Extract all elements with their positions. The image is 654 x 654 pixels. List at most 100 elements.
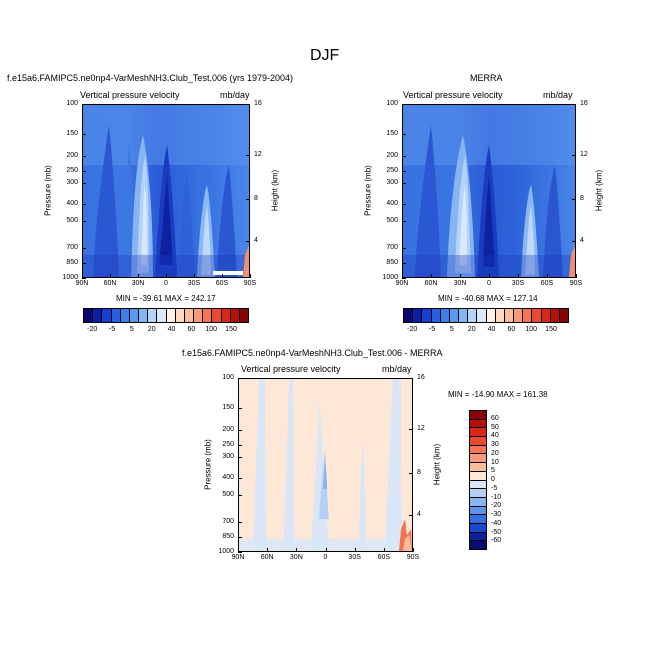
- panel1-y2tick: [246, 198, 250, 200]
- panel3-xtick: [267, 548, 269, 552]
- panel3-ytick-label: 100: [222, 374, 234, 381]
- colorbar-swatch: [102, 309, 112, 322]
- panel1-ytick: [82, 170, 86, 172]
- panel2-colorbar-label: 40: [487, 326, 496, 333]
- panel3-plot: [238, 378, 413, 552]
- panel1-ytick-label: 100: [66, 100, 78, 107]
- panel2-colorbar-label: -20: [407, 326, 418, 333]
- panel3-variable-label: Vertical pressure velocity: [241, 364, 341, 374]
- panel2-ylabel: Pressure (mb): [363, 165, 373, 216]
- panel2-xtick-label: 30S: [511, 280, 525, 287]
- panel1-y2tick: [246, 104, 250, 105]
- colorbar-swatch: [175, 309, 185, 322]
- panel2-ytick: [402, 278, 406, 279]
- colorbar-swatch: [129, 309, 140, 322]
- panel2-y2tick: [572, 104, 576, 105]
- panel1-xtick: [166, 274, 167, 278]
- panel3-ytick: [238, 494, 242, 496]
- panel1-y2label: Height (km): [270, 169, 280, 212]
- panel3-ytick-label: 850: [222, 533, 234, 541]
- panel2-ytick-label: 200: [386, 152, 398, 160]
- panel1-ytick-label: 250: [66, 166, 78, 174]
- colorbar-swatch: [470, 419, 486, 429]
- panel2-ytick: [402, 134, 406, 136]
- panel2-ytick-label: 300: [386, 179, 398, 187]
- panel3-ytick-label: 400: [222, 474, 234, 482]
- panel2-plot: [402, 104, 576, 278]
- panel1-ytick: [82, 104, 86, 105]
- colorbar-swatch: [470, 480, 486, 490]
- panel1-xtick-label: 30S: [187, 280, 201, 287]
- colorbar-swatch: [203, 309, 213, 322]
- panel2-ytick-label: 500: [386, 216, 398, 224]
- panel2-ytick: [402, 247, 406, 249]
- panel1-xtick-label: 60N: [103, 280, 117, 287]
- panel2-y2tick: [572, 198, 576, 200]
- panel3-xtick: [354, 548, 356, 552]
- panel1-plot: [82, 104, 250, 278]
- panel3-ytick: [238, 430, 242, 432]
- panel1-y2tick: [246, 155, 250, 157]
- colorbar-swatch: [470, 411, 486, 420]
- panel2-y2label: Height (km): [594, 169, 604, 212]
- panel2-colorbar-label: 60: [507, 326, 516, 333]
- panel1-y2tick: [246, 241, 250, 243]
- panel1-ytick: [82, 156, 86, 158]
- panel1-colorbar-label: -5: [108, 326, 116, 333]
- panel1-xtick-label: 60S: [215, 280, 229, 287]
- panel2-ytick-label: 400: [386, 200, 398, 208]
- panel3-ytick: [238, 378, 242, 379]
- panel3-y2tick: [409, 429, 413, 431]
- panel1-xtick: [110, 274, 111, 278]
- panel3-colorbar-label: -20: [491, 502, 502, 510]
- panel2-ytick-label: 250: [386, 166, 398, 174]
- panel3-colorbar-label: -30: [491, 511, 502, 518]
- panel2-colorbar-label: -5: [428, 326, 436, 333]
- panel1-y2tick-label: 12: [254, 151, 262, 159]
- panel2-xtick-label: 90N: [395, 280, 409, 287]
- colorbar-swatch: [532, 309, 542, 322]
- panel3-ytick-label: 300: [222, 453, 234, 461]
- panel1-xtick: [138, 274, 139, 278]
- panel2-ytick-label: 1000: [382, 274, 398, 281]
- panel3-y2label: Height (km): [432, 443, 442, 486]
- panel3-y2tick-label: 12: [417, 425, 425, 433]
- colorbar-swatch: [470, 532, 486, 542]
- colorbar-swatch: [470, 437, 486, 446]
- colorbar-swatch: [470, 523, 486, 533]
- panel3-xtick: [296, 548, 298, 552]
- panel2-xtick: [431, 274, 432, 278]
- panel3-ytick-label: 150: [222, 404, 234, 412]
- panel2-colorbar-label: 150: [545, 326, 557, 333]
- colorbar-swatch: [111, 309, 121, 322]
- panel1-xtick-label: 30N: [131, 280, 145, 287]
- colorbar-swatch: [422, 309, 432, 322]
- panel3-ytick-label: 700: [222, 517, 234, 525]
- panel2-colorbar-label: 5: [449, 326, 454, 333]
- panel2-y2tick-label: 16: [580, 100, 588, 107]
- colorbar-swatch: [550, 309, 560, 322]
- panel1-xtick-label: 90N: [75, 280, 89, 287]
- panel1-ytick: [82, 278, 86, 279]
- colorbar-swatch: [470, 497, 486, 507]
- panel3-xtick: [325, 548, 327, 552]
- panel2-ytick: [402, 104, 406, 105]
- panel2-xtick: [489, 274, 490, 278]
- panel3-colorbar-label: 5: [491, 467, 495, 475]
- colorbar-swatch: [470, 454, 486, 464]
- panel3-colorbar-label: 30: [491, 441, 499, 448]
- panel3-xtick-label: 90S: [406, 554, 420, 561]
- panel1-ytick: [82, 183, 86, 185]
- panel3-xtick: [413, 548, 414, 552]
- panel2-xtick: [547, 274, 548, 278]
- panel1-colorbar-label: 20: [147, 326, 156, 333]
- colorbar-swatch: [84, 309, 94, 322]
- panel1-ytick-label: 850: [66, 259, 78, 267]
- panel3-ytick: [238, 521, 242, 523]
- panel3-y2tick: [409, 378, 413, 379]
- colorbar-swatch: [470, 489, 486, 498]
- panel2-ytick: [402, 204, 406, 206]
- colorbar-swatch: [470, 428, 486, 438]
- panel1-xtick: [194, 274, 195, 278]
- panel2-colorbar: [403, 308, 569, 323]
